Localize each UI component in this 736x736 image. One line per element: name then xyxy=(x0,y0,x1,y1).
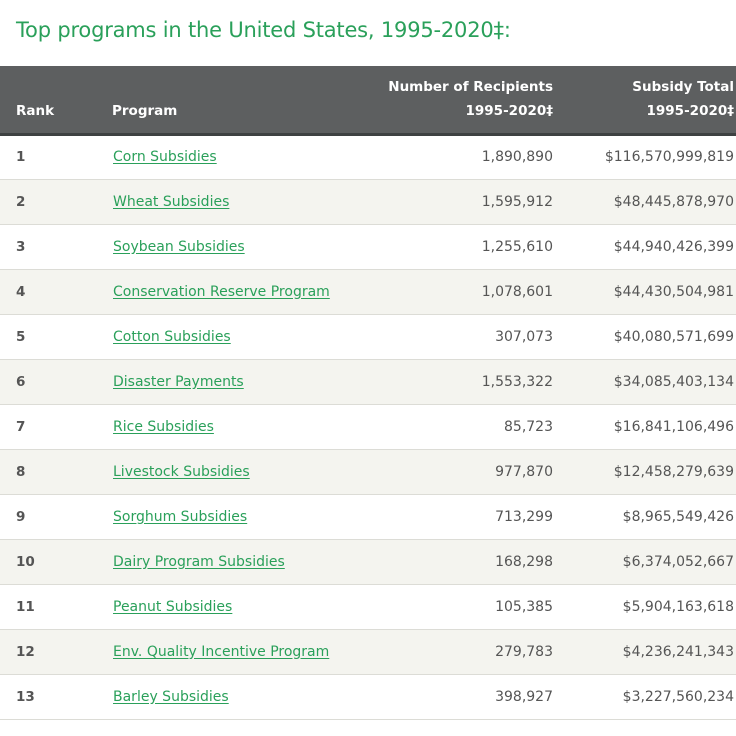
subsidy-total-cell: $3,227,560,234 xyxy=(622,688,734,705)
recipients-cell: 398,927 xyxy=(495,688,553,705)
program-cell: Sorghum Subsidies xyxy=(112,494,332,539)
recipients-cell: 307,073 xyxy=(495,328,553,345)
rank-cell: 12 xyxy=(16,643,35,660)
program-link[interactable]: Sorghum Subsidies xyxy=(113,508,248,525)
program-cell: Disaster Payments xyxy=(112,359,332,404)
rank-cell: 6 xyxy=(16,373,26,390)
rank-cell: 4 xyxy=(16,283,26,300)
program-cell: Livestock Subsidies xyxy=(112,449,332,494)
rank-cell: 7 xyxy=(16,418,26,435)
subsidy-total-cell: $44,430,504,981 xyxy=(613,283,734,300)
table-row: 10 Dairy Program Subsidies 168,298 $6,374,0… xyxy=(0,539,736,584)
table-row: 1 Corn Subsidies 1,890,890 $116,570,999,819 xyxy=(0,134,736,179)
program-link[interactable]: Livestock Subsidies xyxy=(113,463,250,480)
programs-table: Rank Program Number of Recipients 1995-2… xyxy=(0,66,736,720)
rank-cell: 13 xyxy=(16,688,35,705)
header-recipients-label: Number of Recipients xyxy=(388,78,553,95)
program-link[interactable]: Wheat Subsidies xyxy=(113,193,230,210)
rank-cell: 8 xyxy=(16,463,26,480)
program-link[interactable]: Cotton Subsidies xyxy=(113,328,231,345)
rank-cell: 1 xyxy=(16,149,26,165)
program-link[interactable]: Rice Subsidies xyxy=(113,418,214,435)
table-row: 9 Sorghum Subsidies 713,299 $8,965,549,426 xyxy=(0,494,736,539)
subsidy-total-cell: $6,374,052,667 xyxy=(622,553,734,570)
subsidy-total-cell: $116,570,999,819 xyxy=(604,149,734,165)
subsidy-total-cell: $4,236,241,343 xyxy=(622,643,734,660)
subsidy-total-cell: $12,458,279,639 xyxy=(613,463,734,480)
program-cell: Rice Subsidies xyxy=(112,404,332,449)
recipients-cell: 1,890,890 xyxy=(481,149,553,165)
header-total[interactable]: Subsidy Total 1995-2020‡ xyxy=(553,66,736,136)
table-row: 13 Barley Subsidies 398,927 $3,227,560,234 xyxy=(0,674,736,719)
recipients-cell: 1,553,322 xyxy=(481,373,553,390)
header-rank[interactable]: Rank xyxy=(0,66,112,136)
program-link[interactable]: Barley Subsidies xyxy=(113,688,229,705)
recipients-cell: 168,298 xyxy=(495,553,553,570)
program-link[interactable]: Conservation Reserve Program xyxy=(113,283,330,300)
program-cell: Peanut Subsidies xyxy=(112,584,332,629)
program-cell: Dairy Program Subsidies xyxy=(112,539,332,584)
recipients-cell: 1,255,610 xyxy=(481,238,553,255)
table-body: 1 Corn Subsidies 1,890,890 $116,570,999,819… xyxy=(0,134,736,719)
program-cell: Env. Quality Incentive Program xyxy=(112,629,332,674)
table-row: 2 Wheat Subsidies 1,595,912 $48,445,878,970 xyxy=(0,179,736,224)
program-cell: Wheat Subsidies xyxy=(112,179,332,224)
program-cell: Conservation Reserve Program xyxy=(112,269,332,314)
rank-cell: 5 xyxy=(16,328,26,345)
subsidy-total-cell: $34,085,403,134 xyxy=(613,373,734,390)
subsidy-total-cell: $48,445,878,970 xyxy=(613,193,734,210)
table-header-row: Rank Program Number of Recipients 1995-2… xyxy=(0,66,736,136)
table-header: Rank Program Number of Recipients 1995-2… xyxy=(0,66,736,136)
rank-cell: 11 xyxy=(16,598,35,615)
header-total-label: Subsidy Total xyxy=(632,78,734,95)
header-program[interactable]: Program xyxy=(112,66,332,136)
rank-cell: 9 xyxy=(16,508,26,525)
page-title: Top programs in the United States, 1995-… xyxy=(16,18,511,42)
program-cell: Cotton Subsidies xyxy=(112,314,332,359)
program-cell: Soybean Subsidies xyxy=(112,224,332,269)
recipients-cell: 977,870 xyxy=(495,463,553,480)
header-total-period: 1995-2020‡ xyxy=(646,102,735,119)
subsidy-total-cell: $44,940,426,399 xyxy=(613,238,734,255)
rank-cell: 10 xyxy=(16,553,35,570)
header-recipients[interactable]: Number of Recipients 1995-2020‡ xyxy=(332,66,554,136)
table-row: 5 Cotton Subsidies 307,073 $40,080,571,699 xyxy=(0,314,736,359)
program-link[interactable]: Dairy Program Subsidies xyxy=(113,553,285,570)
program-cell: Barley Subsidies xyxy=(112,674,332,719)
recipients-cell: 1,595,912 xyxy=(481,193,553,210)
table-row: 4 Conservation Reserve Program 1,078,601 $4… xyxy=(0,269,736,314)
program-link[interactable]: Soybean Subsidies xyxy=(113,238,245,255)
table-row: 12 Env. Quality Incentive Program 279,783 $… xyxy=(0,629,736,674)
recipients-cell: 1,078,601 xyxy=(481,283,553,300)
subsidy-total-cell: $16,841,106,496 xyxy=(613,418,734,435)
recipients-cell: 713,299 xyxy=(495,508,553,525)
table-row: 3 Soybean Subsidies 1,255,610 $44,940,426,3… xyxy=(0,224,736,269)
table-row: 6 Disaster Payments 1,553,322 $34,085,403,1… xyxy=(0,359,736,404)
rank-cell: 3 xyxy=(16,238,26,255)
recipients-cell: 105,385 xyxy=(495,598,553,615)
program-link[interactable]: Env. Quality Incentive Program xyxy=(113,643,330,660)
table-row: 7 Rice Subsidies 85,723 $16,841,106,496 xyxy=(0,404,736,449)
programs-table-container: Rank Program Number of Recipients 1995-2… xyxy=(0,66,736,720)
table-row: 8 Livestock Subsidies 977,870 $12,458,279,6… xyxy=(0,449,736,494)
recipients-cell: 85,723 xyxy=(504,418,553,435)
program-link[interactable]: Disaster Payments xyxy=(113,373,244,390)
table-row: 11 Peanut Subsidies 105,385 $5,904,163,618 xyxy=(0,584,736,629)
rank-cell: 2 xyxy=(16,193,26,210)
subsidy-total-cell: $40,080,571,699 xyxy=(613,328,734,345)
program-link[interactable]: Peanut Subsidies xyxy=(113,598,233,615)
recipients-cell: 279,783 xyxy=(495,643,553,660)
program-cell: Corn Subsidies xyxy=(112,134,332,179)
program-link[interactable]: Corn Subsidies xyxy=(113,149,217,165)
subsidy-total-cell: $5,904,163,618 xyxy=(622,598,734,615)
subsidy-total-cell: $8,965,549,426 xyxy=(622,508,734,525)
header-recipients-period: 1995-2020‡ xyxy=(465,102,554,119)
